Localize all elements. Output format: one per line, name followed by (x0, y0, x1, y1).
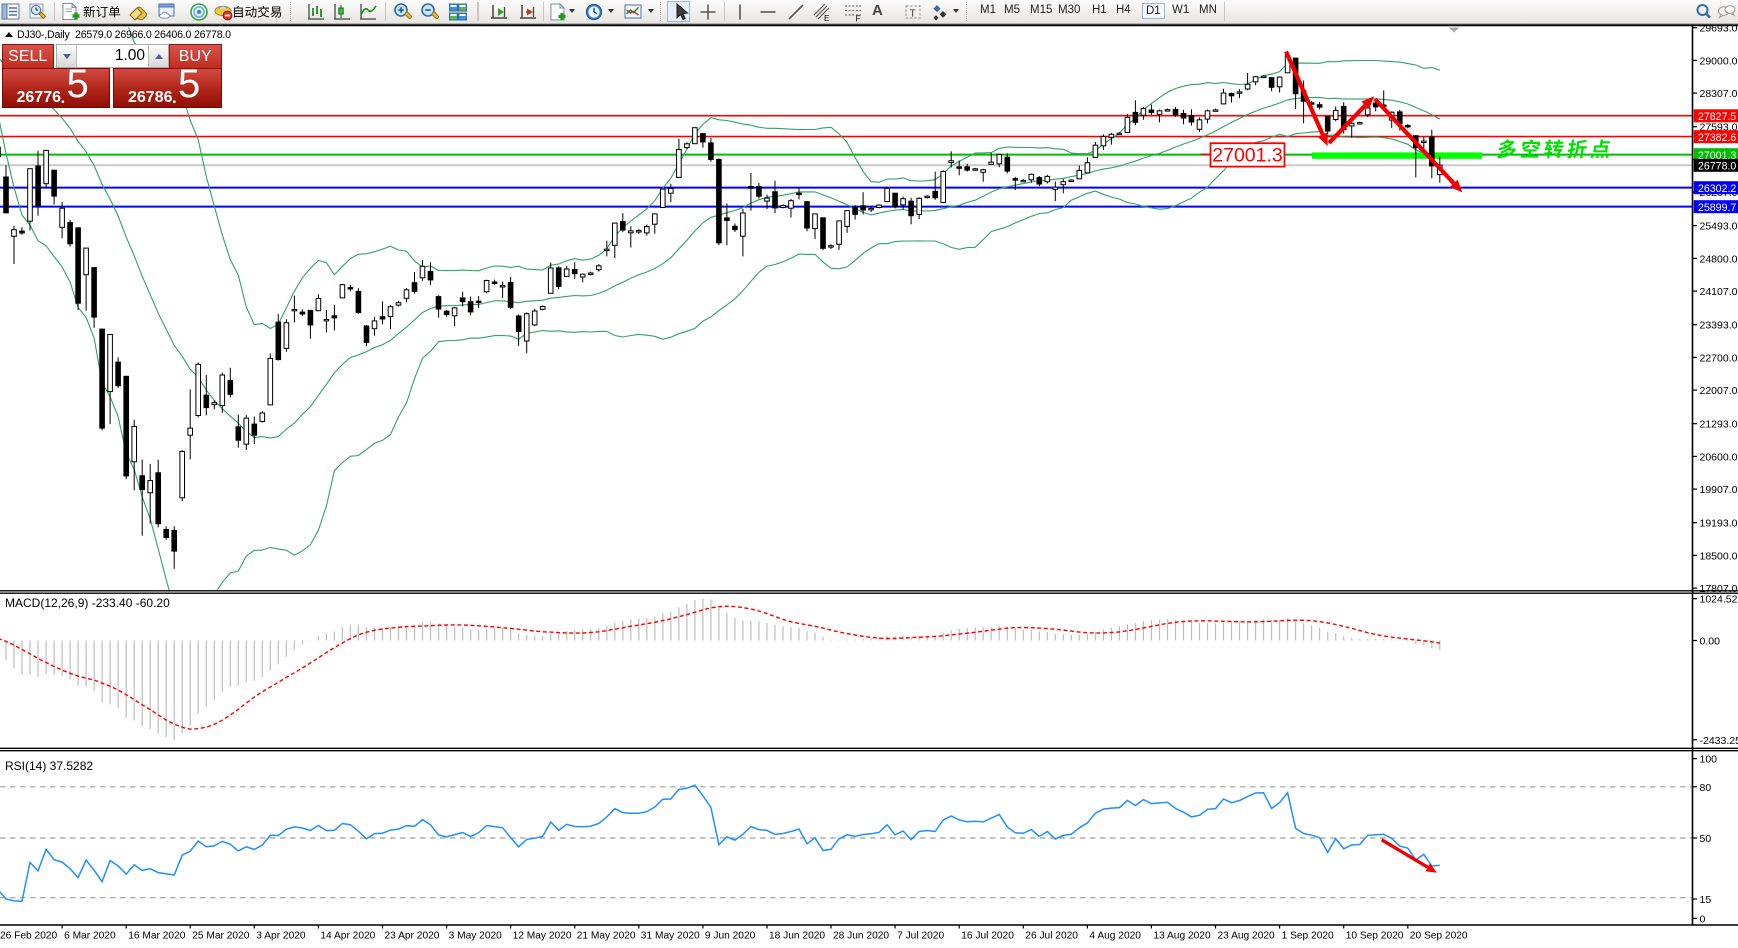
svg-text:RSI(14) 37.5282: RSI(14) 37.5282 (5, 759, 93, 773)
svg-text:E: E (824, 14, 829, 22)
svg-text:13 Aug 2020: 13 Aug 2020 (1153, 931, 1211, 942)
svg-text:26302.2: 26302.2 (1698, 183, 1736, 195)
svg-text:31 May 2020: 31 May 2020 (641, 931, 700, 942)
svg-text:23 Aug 2020: 23 Aug 2020 (1218, 931, 1276, 942)
svg-text:27827.5: 27827.5 (1698, 111, 1736, 123)
svg-text:24107.0: 24107.0 (1700, 286, 1738, 298)
svg-text:T: T (910, 9, 916, 20)
svg-text:80: 80 (1700, 782, 1712, 794)
svg-text:100: 100 (1700, 754, 1718, 766)
svg-text:0: 0 (1700, 913, 1706, 925)
svg-text:27382.6: 27382.6 (1698, 132, 1736, 144)
svg-text:DJ30-,Daily 26579.0 26966.0 2: DJ30-,Daily 26579.0 26966.0 26406.0 2677… (17, 29, 231, 41)
svg-text:23 Apr 2020: 23 Apr 2020 (385, 931, 440, 942)
svg-text:21293.0: 21293.0 (1700, 419, 1738, 431)
svg-text:7 Jul 2020: 7 Jul 2020 (897, 931, 944, 942)
svg-text:22007.0: 22007.0 (1700, 385, 1738, 397)
svg-text:10 Sep 2020: 10 Sep 2020 (1346, 931, 1404, 942)
svg-text:23393.0: 23393.0 (1700, 320, 1738, 332)
svg-text:F: F (856, 15, 861, 23)
svg-text:19193.0: 19193.0 (1700, 518, 1738, 530)
svg-text:27001.3: 27001.3 (1212, 145, 1283, 167)
svg-text:16 Mar 2020: 16 Mar 2020 (128, 931, 186, 942)
svg-text:0.00: 0.00 (1700, 636, 1721, 648)
svg-text:25899.7: 25899.7 (1698, 202, 1736, 214)
svg-text:29000.0: 29000.0 (1700, 55, 1738, 67)
svg-text:20 Sep 2020: 20 Sep 2020 (1410, 931, 1468, 942)
svg-text:12 May 2020: 12 May 2020 (513, 931, 572, 942)
svg-text:21 May 2020: 21 May 2020 (577, 931, 636, 942)
svg-text:28307.0: 28307.0 (1700, 88, 1738, 100)
svg-text:4 Aug 2020: 4 Aug 2020 (1089, 931, 1141, 942)
svg-text:26 Jul 2020: 26 Jul 2020 (1025, 931, 1078, 942)
svg-text:18500.0: 18500.0 (1700, 550, 1738, 562)
svg-text:15: 15 (1700, 894, 1712, 906)
svg-text:9 Jun 2020: 9 Jun 2020 (705, 931, 756, 942)
svg-text:25 Mar 2020: 25 Mar 2020 (192, 931, 250, 942)
svg-text:24800.0: 24800.0 (1700, 253, 1738, 265)
svg-text:3 May 2020: 3 May 2020 (449, 931, 503, 942)
svg-text:3 Apr 2020: 3 Apr 2020 (256, 931, 306, 942)
svg-text:29693.0: 29693.0 (1700, 23, 1738, 35)
svg-text:25493.0: 25493.0 (1700, 221, 1738, 233)
svg-text:19907.0: 19907.0 (1700, 484, 1738, 496)
svg-text:50: 50 (1700, 833, 1712, 845)
svg-text:14 Apr 2020: 14 Apr 2020 (320, 931, 375, 942)
svg-text:16 Jul 2020: 16 Jul 2020 (961, 931, 1014, 942)
svg-text:MACD(12,26,9) -233.40 -60.20: MACD(12,26,9) -233.40 -60.20 (5, 596, 170, 610)
svg-text:6 Mar 2020: 6 Mar 2020 (64, 931, 116, 942)
svg-text:26778.0: 26778.0 (1698, 160, 1736, 172)
svg-text:28 Jun 2020: 28 Jun 2020 (833, 931, 889, 942)
svg-text:-2433.25: -2433.25 (1700, 735, 1738, 747)
svg-text:22700.0: 22700.0 (1700, 352, 1738, 364)
svg-text:18 Jun 2020: 18 Jun 2020 (769, 931, 825, 942)
svg-text:1024.52: 1024.52 (1700, 594, 1738, 606)
svg-text:26 Feb 2020: 26 Feb 2020 (0, 931, 58, 942)
svg-text:1 Sep 2020: 1 Sep 2020 (1282, 931, 1334, 942)
svg-text:20600.0: 20600.0 (1700, 451, 1738, 463)
